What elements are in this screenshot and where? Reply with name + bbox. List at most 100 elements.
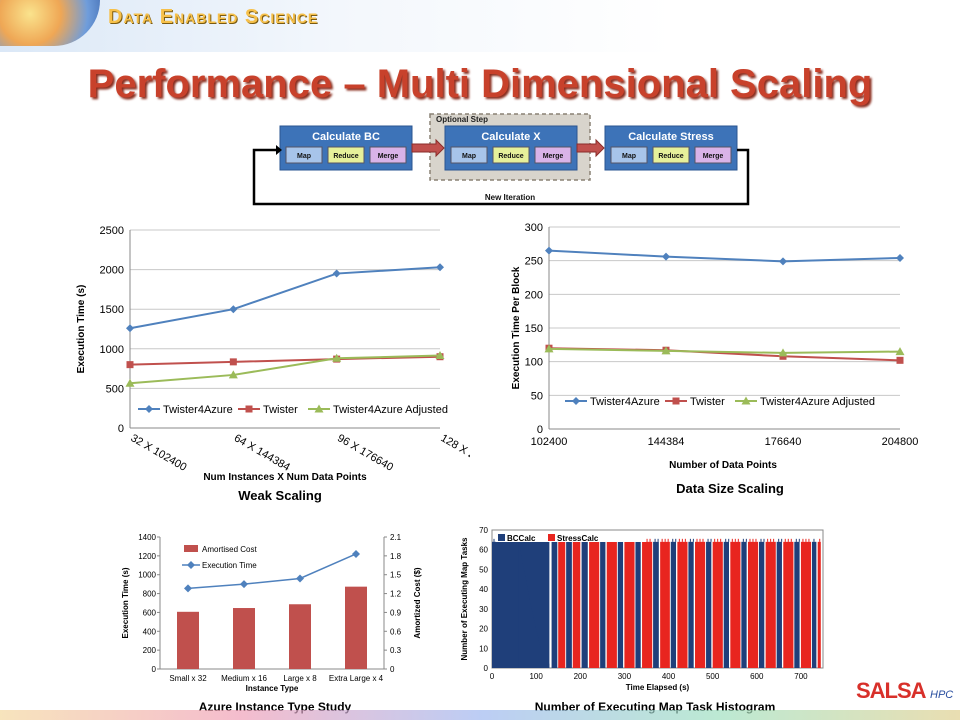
task-block-stresscalc-5: [624, 541, 635, 668]
task-block-bccalc-16: [794, 541, 800, 668]
legend-marker-1: [145, 405, 153, 413]
y-tick-6: 60: [479, 546, 488, 555]
step-label-1-3: Merge: [378, 153, 399, 160]
x-tick-3: Extra Large x 4: [329, 674, 384, 683]
y-tick-3: 30: [479, 605, 488, 614]
x-tick-0: 32 X 102400: [129, 432, 189, 474]
y2-tick-5: 1.5: [390, 571, 402, 580]
series-line-3: [548, 347, 901, 354]
step-box-3-1: [610, 146, 648, 164]
x-tick-1: 64 X 144384: [232, 432, 292, 474]
step-box-2-1: [450, 146, 488, 164]
x-tick-1: Medium x 16: [221, 674, 267, 683]
y2-tick-6: 1.8: [390, 552, 402, 561]
step-label-2-1: Map: [462, 153, 476, 160]
cost-bar-3: [289, 604, 311, 669]
exec-point-3: [296, 574, 304, 583]
task-block-bccalc-17: [811, 541, 817, 668]
x-tick-7: 700: [794, 672, 808, 681]
point-1-3: [332, 269, 341, 278]
y-tick-0: 0: [537, 424, 543, 436]
task-block-bccalc-3: [566, 541, 572, 668]
task-block-stresscalc-7: [660, 541, 670, 668]
point-3-2: [228, 370, 238, 379]
y-tick-4: 800: [143, 590, 157, 599]
y-tick-0: 0: [118, 423, 124, 435]
step-box-1-1: [285, 146, 323, 164]
y-tick-6: 1200: [138, 552, 156, 561]
task-block-bccalc-15: [776, 541, 782, 668]
y-tick-1: 50: [531, 390, 543, 402]
optional-step-label: Optional Step: [436, 115, 488, 124]
salsa-logo-sub: HPC: [930, 689, 954, 701]
step-box-2-3: [534, 146, 572, 164]
point-2-2: [229, 358, 237, 366]
task-block-bccalc-14: [759, 541, 765, 668]
y-tick-5: 250: [525, 256, 543, 268]
task-block-stresscalc-6: [642, 541, 653, 668]
x-tick-3: 128 X 204800: [439, 432, 471, 477]
weak-scaling-chart: 0 500 1000 1500 2000 2500 32 X 102400 64 X 1443…: [76, 225, 471, 483]
task-block-bccalc-7: [635, 541, 641, 668]
legend-label-2: Twister: [690, 396, 725, 408]
caption-data-size-scaling: Data Size Scaling: [676, 481, 784, 496]
point-3-3: [778, 348, 788, 357]
legend-marker-exec: [187, 561, 195, 569]
y-tick-4: 2000: [100, 265, 124, 277]
salsa-logo: SALSA HPC: [856, 678, 953, 704]
y-tick-0: 0: [152, 665, 157, 674]
step-label-1-1: Map: [297, 153, 311, 160]
task-block-stresscalc-9: [695, 541, 706, 668]
series-line-1: [548, 249, 901, 263]
step-box-3-2: [652, 146, 690, 164]
y-tick-7: 1400: [138, 533, 156, 542]
stage-title-2: Calculate X: [481, 131, 541, 143]
point-1-4: [436, 263, 444, 272]
legend-swatch-stresscalc: [548, 534, 555, 541]
y-tick-1: 500: [106, 383, 124, 395]
point-1-4: [896, 253, 904, 262]
x-tick-0: 0: [490, 672, 495, 681]
x-axis-title: Num Instances X Num Data Points: [203, 472, 367, 483]
y-axis-title: Execution Time (s): [121, 567, 130, 638]
x-tick-0: Small x 32: [169, 674, 207, 683]
step-label-3-3: Merge: [703, 153, 724, 160]
legend-marker-1: [572, 397, 580, 405]
instance-type-chart: 0 200 400 600 800 1000 1200 1400 0 0.3 0.6 0.9 1.2 1.…: [121, 533, 422, 693]
y-tick-2: 1000: [100, 344, 124, 356]
point-3-1: [544, 344, 554, 353]
arrow-x-to-stress: [576, 138, 605, 158]
task-block-stresscalc-11: [730, 541, 741, 668]
loop-arrowhead: [276, 145, 282, 155]
step-box-1-3: [369, 146, 407, 164]
task-block-stresscalc-14: [783, 541, 794, 668]
cost-bar-2: [233, 608, 255, 669]
brand-title: Data Enabled Science: [108, 6, 319, 28]
series-line-1: [129, 266, 441, 330]
task-block-stresscalc-2: [572, 541, 581, 668]
x-tick-6: 600: [750, 672, 764, 681]
legend-label-2: Twister: [263, 404, 298, 416]
legend-marker-2: [672, 397, 680, 405]
stage-title-1: Calculate BC: [312, 131, 380, 143]
task-block-stresscalc-8: [677, 541, 688, 668]
x-tick-2: Large x 8: [283, 674, 317, 683]
point-1-3: [779, 257, 787, 266]
point-3-1: [125, 378, 135, 387]
step-box-2-2: [492, 146, 530, 164]
y-tick-1: 200: [143, 646, 157, 655]
task-block-stresscalc-4: [606, 541, 617, 668]
iteration-loop-line: [252, 148, 750, 206]
legend-label-bccalc: BCCalc: [507, 534, 536, 543]
cost-bar-1: [177, 611, 199, 669]
task-block-bccalc-2: [551, 541, 558, 668]
step-label-1-2: Reduce: [333, 153, 358, 160]
legend-label-exec: Execution Time: [202, 561, 257, 570]
stage-title-3: Calculate Stress: [628, 131, 714, 143]
data-size-scaling-chart: 0 50 100 150 200 250 300 102400 144384 176640 2048…: [511, 222, 918, 471]
task-block-stresscalc-16: [817, 541, 821, 668]
task-block-bccalc-4: [581, 541, 588, 668]
task-block-stresscalc-15: [800, 541, 812, 668]
legend-label-stresscalc: StressCalc: [557, 534, 599, 543]
